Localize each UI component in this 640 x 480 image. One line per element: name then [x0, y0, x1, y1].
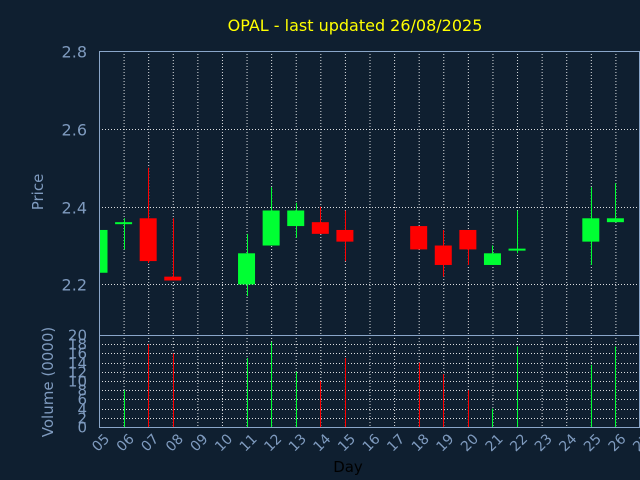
- candle-body: [582, 218, 600, 242]
- day-tick-label: 21: [483, 431, 507, 455]
- volume-tick-label: 2: [77, 410, 87, 428]
- volume-tick-label: 18: [68, 336, 87, 354]
- candle-body: [606, 218, 624, 223]
- volume-tick-label: 20: [68, 327, 87, 345]
- day-tick-label: 24: [556, 431, 580, 455]
- day-tick-label: 17: [384, 431, 408, 455]
- price-tick-label: 2.8: [62, 43, 87, 62]
- candle-body: [139, 218, 157, 262]
- volume-tick-label: 12: [68, 364, 87, 382]
- volume-axis-label: Volume (0000): [39, 327, 57, 437]
- volume-tick-label: 10: [68, 373, 87, 391]
- day-tick-label: 14: [311, 431, 335, 455]
- day-tick-label: 10: [212, 431, 236, 455]
- candle-body: [434, 245, 452, 265]
- candles: [99, 167, 624, 297]
- day-tick-label: 07: [138, 431, 162, 455]
- volume-tick-label: 8: [77, 382, 87, 400]
- day-tick-label: 15: [335, 431, 359, 455]
- day-tick-label: 09: [188, 431, 212, 455]
- day-tick-label: 16: [360, 431, 384, 455]
- price-tick-label: 2.6: [62, 121, 87, 140]
- day-tick-label: 19: [433, 431, 457, 455]
- candle-body: [410, 226, 428, 250]
- candle-body: [508, 248, 526, 251]
- volume-tick-label: 16: [68, 345, 87, 363]
- day-tick-label: 13: [286, 431, 310, 455]
- candle-body: [311, 222, 329, 234]
- price-plot-frame: [99, 51, 640, 336]
- day-tick-label: 12: [261, 431, 285, 455]
- price-grid: [99, 51, 640, 335]
- day-tick-label: 22: [507, 431, 531, 455]
- day-tick-label: 25: [581, 431, 605, 455]
- day-tick-label: 20: [458, 431, 482, 455]
- price-tick-labels: 2.2 2.4 2.6 2.8: [62, 43, 87, 295]
- candle-body: [483, 253, 501, 265]
- volume-tick-label: 6: [77, 391, 87, 409]
- candle-body: [336, 229, 354, 242]
- volume-grid: [99, 335, 640, 428]
- day-tick-label: 08: [163, 431, 187, 455]
- volume-tick-label: 4: [77, 401, 87, 419]
- candle-body: [99, 229, 108, 273]
- day-tick-label: 23: [532, 431, 556, 455]
- candle-body: [262, 210, 280, 246]
- day-tick-label: 06: [114, 431, 138, 455]
- day-tick-label: 18: [409, 431, 433, 455]
- day-tick-label: 11: [237, 431, 261, 455]
- price-tick-label: 2.2: [62, 276, 87, 295]
- candle-body: [238, 253, 256, 285]
- volume-tick-label: 0: [77, 419, 87, 437]
- candle-body: [287, 210, 305, 227]
- day-tick-label: 26: [606, 431, 630, 455]
- candle-body: [115, 222, 133, 225]
- candle-body: [164, 276, 182, 281]
- day-tick-label: 05: [89, 431, 113, 455]
- volume-tick-label: 14: [68, 355, 87, 373]
- volume-bars: [99, 337, 616, 427]
- price-tick-label: 2.4: [62, 199, 87, 218]
- chart-title: OPAL - last updated 26/08/2025: [228, 16, 483, 35]
- x-axis-label: Day: [333, 458, 363, 476]
- candle-body: [459, 229, 477, 250]
- price-axis-label: Price: [29, 174, 47, 211]
- day-tick-label: 27: [630, 431, 640, 455]
- day-tick-labels: 05 06 07 08 09 10 11 12 13 14 15 16 17 18 19 20 21 22 23 24…: [89, 431, 640, 455]
